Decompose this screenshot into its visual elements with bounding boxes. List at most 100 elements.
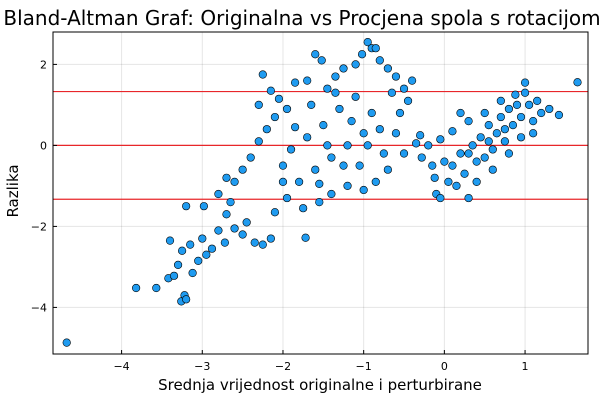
y-tick-label: −2 <box>31 220 47 233</box>
data-point <box>207 244 217 253</box>
data-point <box>359 129 368 138</box>
x-axis-label: Srednja vrijednost originalne i perturbi… <box>158 376 482 394</box>
data-point <box>311 50 320 59</box>
data-point <box>464 149 473 158</box>
chart-title: Bland-Altman Graf: Originalna vs Procjen… <box>3 6 600 30</box>
data-point <box>500 125 509 134</box>
data-point <box>339 64 348 73</box>
y-axis-ticks: −4 −2 0 2 <box>31 58 57 314</box>
data-point <box>357 50 367 59</box>
data-point <box>476 133 485 142</box>
data-point <box>132 283 141 293</box>
data-point <box>436 193 445 203</box>
data-point <box>278 177 288 186</box>
scatter-points <box>62 38 582 347</box>
data-point <box>295 177 304 186</box>
data-point <box>537 108 546 118</box>
data-point <box>319 121 328 130</box>
data-point <box>188 268 197 278</box>
data-point <box>266 234 275 243</box>
data-point <box>452 181 461 191</box>
data-point <box>371 177 380 186</box>
data-point <box>222 210 231 219</box>
data-point <box>282 104 292 114</box>
data-point <box>448 127 457 136</box>
data-point <box>500 137 509 146</box>
data-point <box>363 38 372 47</box>
data-point <box>242 218 251 227</box>
data-point <box>448 161 457 170</box>
data-point <box>250 238 259 247</box>
data-point <box>165 236 175 245</box>
data-point <box>399 84 409 93</box>
data-point <box>430 173 439 182</box>
data-point <box>194 256 203 265</box>
data-point <box>258 240 267 249</box>
data-point <box>529 117 538 126</box>
data-point <box>424 141 433 150</box>
data-point <box>299 204 308 213</box>
data-point <box>246 153 255 162</box>
data-point <box>387 88 397 97</box>
data-point <box>529 129 538 138</box>
data-point <box>282 193 292 203</box>
data-point <box>270 208 280 217</box>
data-point <box>290 123 300 132</box>
data-point <box>456 149 465 158</box>
data-point <box>270 112 280 122</box>
data-point <box>524 100 534 110</box>
data-point <box>488 165 497 174</box>
data-point <box>391 129 401 138</box>
data-point <box>399 149 409 158</box>
data-point <box>274 94 284 103</box>
data-point <box>230 177 239 186</box>
data-point <box>403 96 413 105</box>
data-point <box>383 64 392 73</box>
data-point <box>375 125 384 134</box>
data-point <box>323 84 332 93</box>
y-tick-label: −4 <box>31 301 47 314</box>
data-point <box>460 169 469 178</box>
data-point <box>331 72 340 81</box>
data-point <box>266 86 275 95</box>
data-point <box>512 100 522 110</box>
data-point <box>520 88 530 97</box>
data-point <box>317 56 326 65</box>
data-point <box>484 121 493 130</box>
data-point <box>343 141 352 150</box>
data-point <box>516 133 526 142</box>
data-point <box>62 338 71 347</box>
x-axis-ticks: −4 −3 −2 −1 0 1 <box>113 350 529 373</box>
data-point <box>339 161 348 170</box>
grid <box>53 32 588 354</box>
data-point <box>516 112 526 122</box>
data-point <box>492 129 501 138</box>
data-point <box>545 104 554 114</box>
data-point <box>214 226 223 235</box>
data-point <box>238 165 247 174</box>
data-point <box>504 104 514 114</box>
x-tick-label: −3 <box>194 360 210 373</box>
data-point <box>496 112 505 122</box>
data-point <box>278 161 288 170</box>
data-point <box>416 131 425 140</box>
data-point <box>254 137 263 146</box>
y-tick-label: 0 <box>40 139 47 152</box>
data-point <box>371 44 380 53</box>
data-point <box>504 149 514 158</box>
data-point <box>301 233 310 242</box>
data-point <box>315 179 324 188</box>
data-point <box>178 246 187 255</box>
data-point <box>484 137 493 146</box>
data-point <box>335 104 344 114</box>
x-tick-label: −2 <box>275 360 291 373</box>
data-point <box>214 189 223 199</box>
data-point <box>554 110 564 120</box>
data-point <box>480 153 489 162</box>
data-point <box>343 181 352 191</box>
data-point <box>480 108 489 118</box>
data-point <box>254 100 263 110</box>
data-point <box>186 240 195 249</box>
data-point <box>286 145 296 154</box>
